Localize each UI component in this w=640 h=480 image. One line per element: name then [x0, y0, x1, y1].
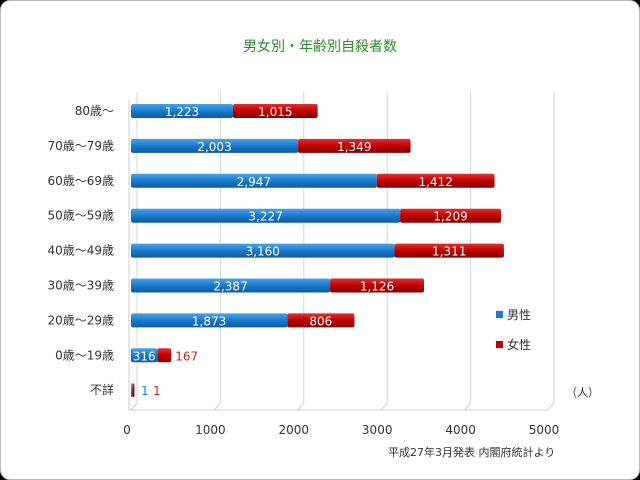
data-label-female: 1	[153, 384, 161, 398]
data-label-male: 1,873	[192, 314, 226, 328]
bar-female	[232, 104, 318, 118]
data-label-female: 1,015	[258, 105, 292, 119]
legend-swatch	[496, 311, 503, 318]
gridline-foot	[547, 402, 555, 411]
bar-male	[131, 173, 377, 188]
bar-male	[131, 383, 133, 398]
gridline-foot	[380, 402, 388, 411]
data-label-female: 1,311	[432, 245, 466, 259]
data-label-male: 316	[133, 349, 156, 363]
data-label-male: 2,947	[237, 175, 271, 189]
x-tick-label: 4000	[445, 423, 476, 437]
category-label: 0歳～19歳	[55, 348, 114, 362]
chart-title: 男女別・年齢別自殺者数	[243, 39, 397, 55]
unit-label: （人）	[566, 386, 599, 399]
bar-female	[287, 313, 355, 328]
bar-female	[132, 383, 135, 398]
bar-female	[330, 278, 424, 293]
legend-label: 女性	[507, 337, 531, 352]
bar-male	[131, 104, 233, 118]
data-label-male: 3,227	[248, 210, 282, 224]
bar-female	[298, 138, 411, 153]
data-label-female: 1,349	[337, 140, 371, 154]
bar-male	[131, 208, 401, 223]
legend-label: 男性	[507, 308, 531, 322]
data-label-male: 2,387	[213, 280, 247, 294]
x-tick-label: 3000	[362, 423, 393, 437]
category-label: 80歳～	[75, 104, 114, 118]
bar-male	[131, 313, 288, 328]
data-label-female: 806	[309, 314, 332, 328]
data-label-female: 1,412	[418, 175, 452, 189]
category-label: 40歳～49歳	[47, 244, 114, 258]
x-tick-label: 5000	[529, 423, 560, 437]
data-label-male: 2,003	[197, 140, 231, 154]
data-label-female: 167	[175, 349, 198, 363]
bar-female	[394, 243, 504, 258]
category-label: 70歳～79歳	[47, 139, 114, 153]
gridline-foot	[214, 402, 221, 411]
bar-female	[400, 208, 501, 223]
data-label-male: 3,160	[246, 245, 280, 259]
bar-male	[131, 278, 331, 293]
bar-female	[376, 173, 495, 188]
legend-swatch	[496, 341, 503, 348]
bar-female	[157, 348, 172, 363]
category-label: 50歳～59歳	[47, 209, 114, 223]
data-label-female: 1,209	[433, 210, 467, 224]
source-note: 平成27年3月発表 内閣府統計より	[388, 446, 556, 459]
data-label-male: 1,223	[165, 105, 199, 119]
x-tick-label: 0	[123, 423, 131, 437]
category-label: 不詳	[90, 382, 114, 397]
category-label: 30歳～39歳	[47, 279, 114, 293]
data-label-female: 1,126	[360, 280, 394, 294]
gridline-foot	[464, 402, 471, 411]
gridline-foot	[130, 402, 138, 411]
gridline-foot	[297, 402, 305, 411]
bar-male	[131, 138, 299, 153]
bar-male	[131, 348, 158, 363]
data-label-male: 1	[141, 384, 149, 398]
category-label: 20歳～29歳	[47, 313, 114, 327]
x-tick-label: 1000	[195, 423, 226, 437]
x-tick-label: 2000	[279, 423, 310, 437]
category-label: 60歳～69歳	[47, 174, 114, 188]
bar-male	[131, 243, 395, 258]
